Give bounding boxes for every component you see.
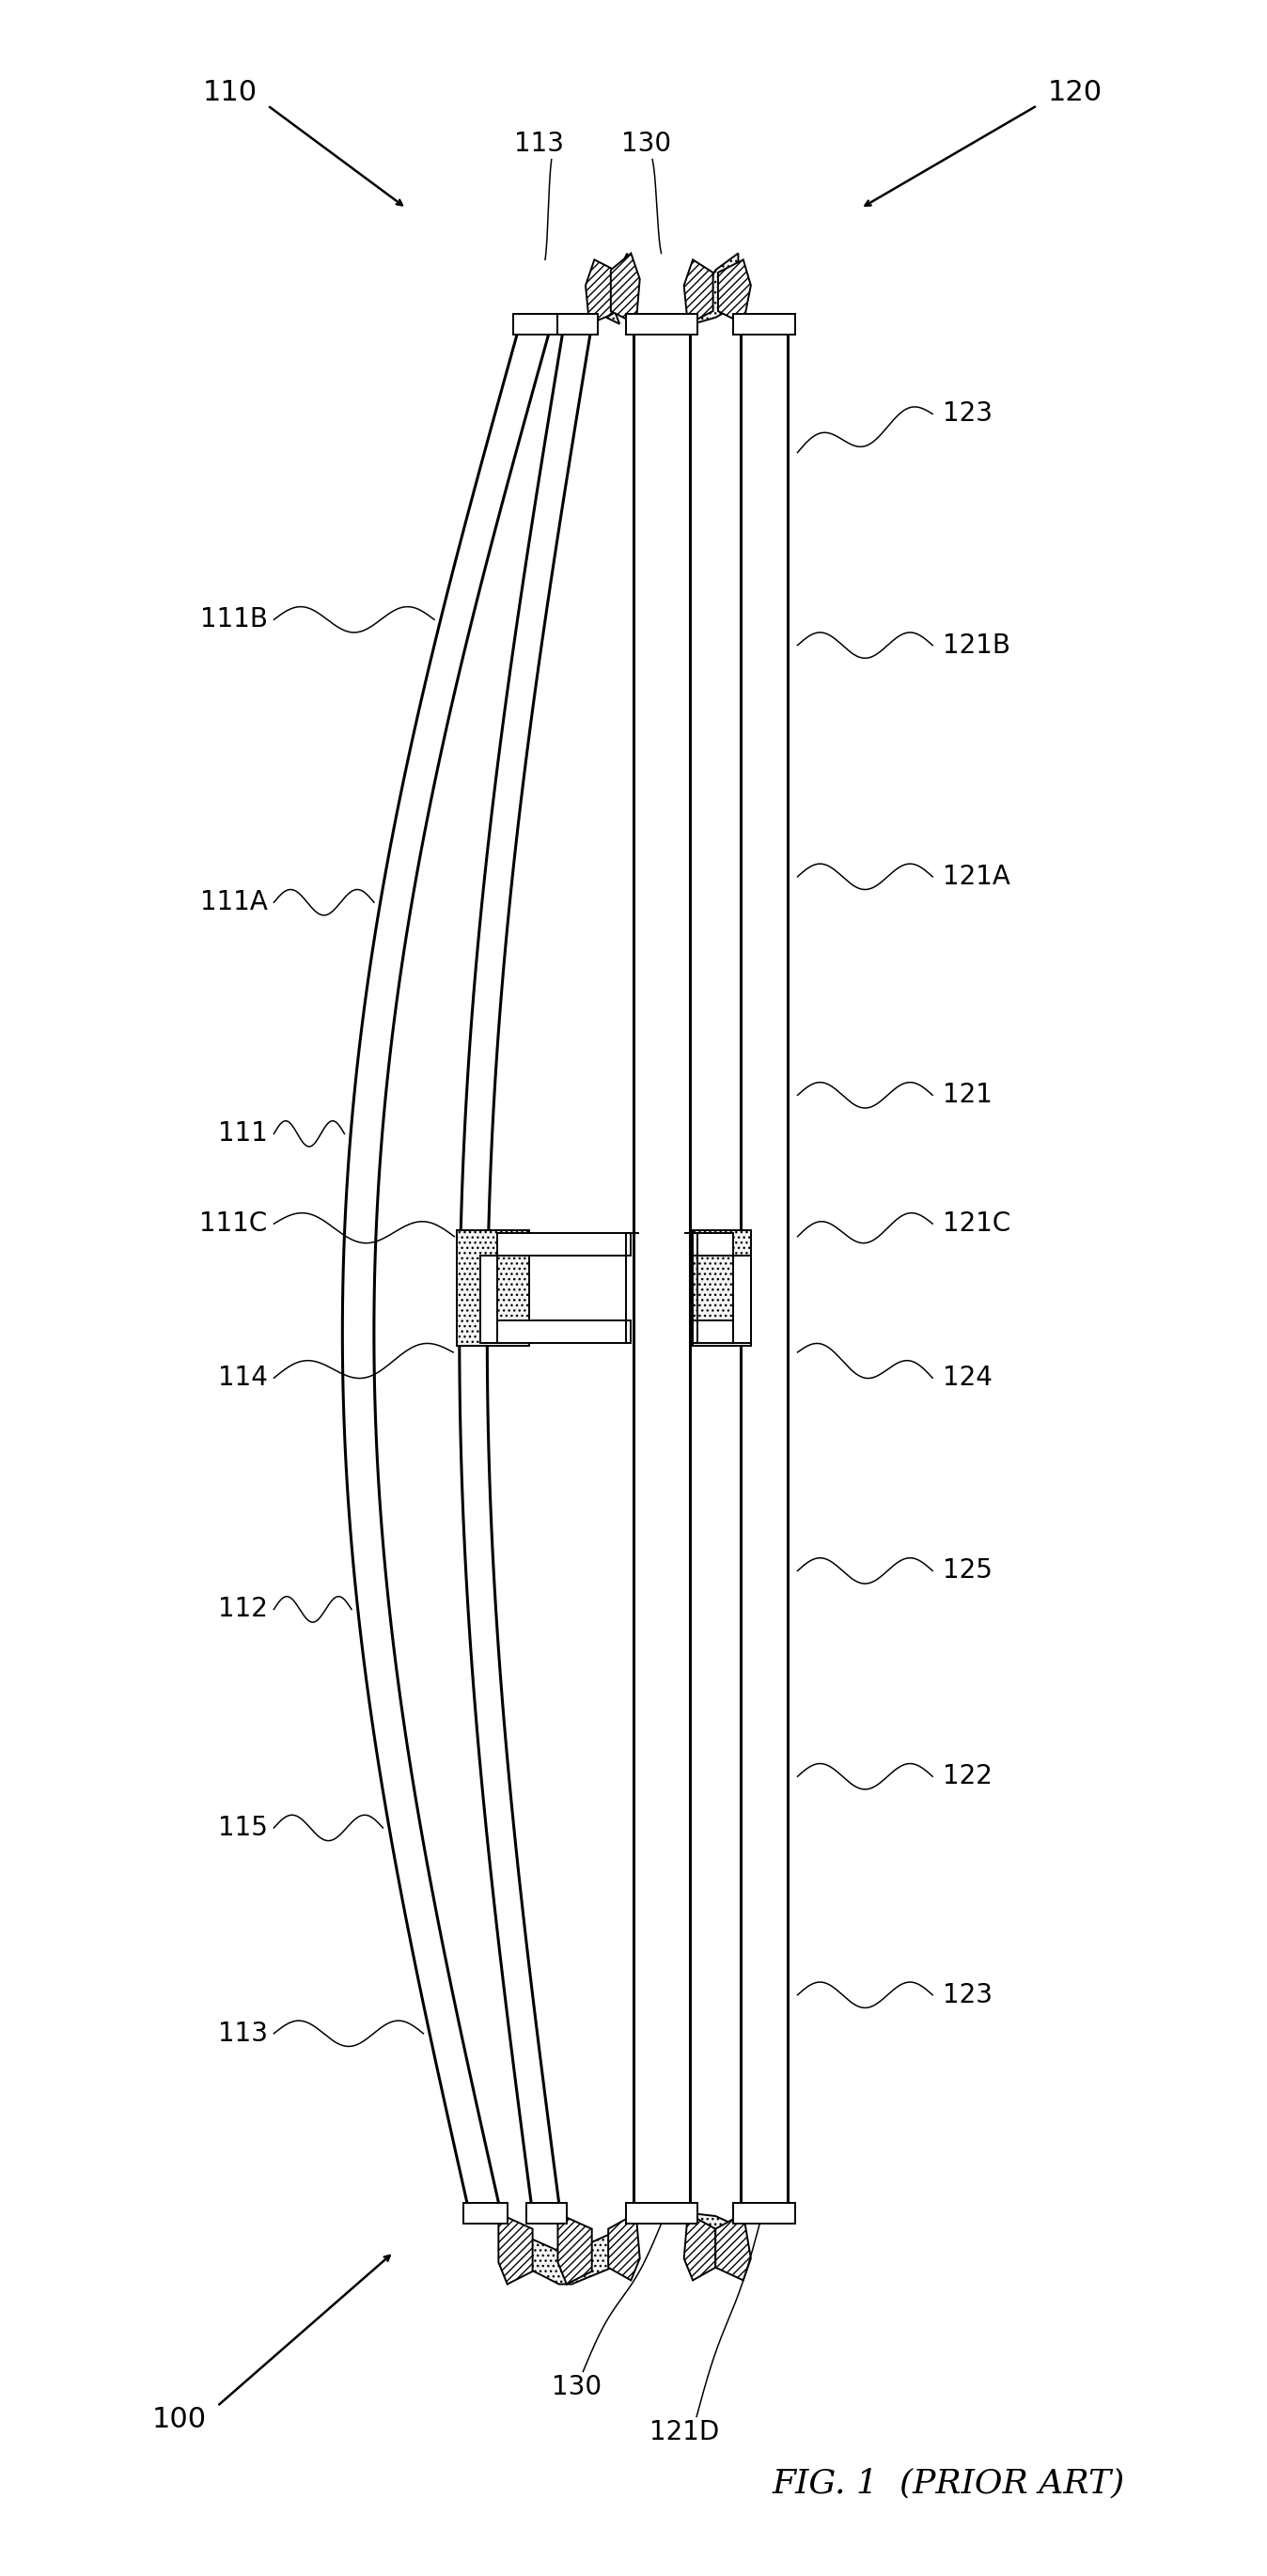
Text: 121B: 121B [943, 631, 1010, 659]
Bar [626, 2202, 698, 2223]
Text: 110: 110 [203, 80, 257, 106]
Text: 114: 114 [218, 1365, 267, 1391]
Polygon shape [716, 2213, 751, 2280]
Polygon shape [693, 252, 739, 325]
Text: 115: 115 [218, 1814, 267, 1842]
Bar [734, 1257, 751, 1342]
Text: 121A: 121A [943, 863, 1010, 889]
Text: 113: 113 [514, 131, 564, 157]
Polygon shape [608, 2213, 640, 2280]
Text: 130: 130 [621, 131, 672, 157]
Text: 111: 111 [218, 1121, 267, 1146]
Text: 113: 113 [218, 2020, 267, 2048]
Polygon shape [457, 1231, 530, 1345]
Bar [626, 314, 698, 335]
Text: 111A: 111A [200, 889, 267, 914]
Text: 130: 130 [551, 2375, 602, 2401]
Text: 112: 112 [218, 1597, 267, 1623]
Text: FIG. 1  (PRIOR ART): FIG. 1 (PRIOR ART) [773, 2468, 1125, 2499]
Text: 125: 125 [943, 1558, 992, 1584]
Text: 111C: 111C [200, 1211, 267, 1236]
Bar [734, 314, 794, 335]
Polygon shape [342, 325, 551, 2213]
Bar [526, 2202, 566, 2223]
Bar [557, 314, 598, 335]
Polygon shape [498, 2213, 532, 2285]
Text: 121: 121 [943, 1082, 992, 1108]
Text: 121C: 121C [943, 1211, 1011, 1236]
Polygon shape [693, 1231, 751, 1345]
Text: 123: 123 [943, 402, 992, 428]
Bar [693, 1319, 734, 1342]
Polygon shape [718, 260, 751, 325]
Polygon shape [684, 2213, 716, 2280]
Polygon shape [693, 2213, 739, 2277]
Text: 111B: 111B [200, 605, 267, 634]
Polygon shape [557, 2213, 592, 2285]
Bar [498, 1234, 631, 1257]
Polygon shape [607, 252, 627, 325]
Text: 122: 122 [943, 1765, 992, 1790]
Text: 123: 123 [943, 1981, 992, 2009]
Bar [634, 325, 691, 2213]
Polygon shape [611, 252, 640, 325]
Text: 124: 124 [943, 1365, 992, 1391]
Bar [480, 1257, 498, 1342]
Text: 120: 120 [1048, 80, 1102, 106]
Bar [693, 1234, 734, 1257]
Polygon shape [585, 260, 620, 325]
Bar [498, 1319, 631, 1342]
Polygon shape [460, 325, 592, 2213]
Polygon shape [684, 260, 713, 325]
Polygon shape [503, 2226, 627, 2285]
Bar [513, 314, 557, 335]
Bar [464, 2202, 507, 2223]
Text: 100: 100 [152, 2406, 207, 2432]
Bar [734, 2202, 794, 2223]
Bar [741, 325, 787, 2213]
Text: 121D: 121D [649, 2419, 718, 2445]
